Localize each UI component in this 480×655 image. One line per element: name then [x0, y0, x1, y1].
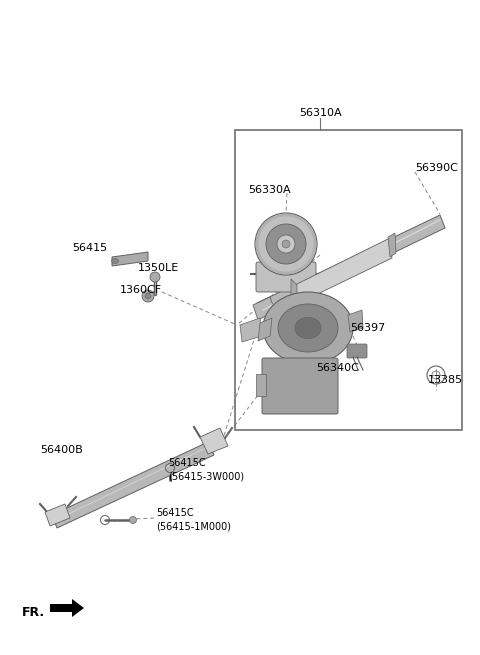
- Ellipse shape: [130, 517, 136, 523]
- Ellipse shape: [266, 224, 306, 264]
- Text: FR.: FR.: [22, 605, 45, 618]
- Polygon shape: [253, 297, 275, 320]
- Polygon shape: [291, 279, 297, 304]
- Polygon shape: [258, 318, 272, 341]
- Text: 56415: 56415: [72, 243, 107, 253]
- Polygon shape: [45, 504, 70, 526]
- Polygon shape: [348, 310, 363, 332]
- FancyBboxPatch shape: [347, 344, 367, 358]
- Polygon shape: [200, 428, 228, 454]
- Polygon shape: [388, 233, 396, 257]
- Text: 56310A: 56310A: [299, 108, 341, 118]
- Text: 1360CF: 1360CF: [120, 285, 162, 295]
- Polygon shape: [50, 604, 72, 612]
- Text: 56390C: 56390C: [415, 163, 458, 173]
- Text: 56330A: 56330A: [248, 185, 290, 195]
- Ellipse shape: [282, 240, 290, 248]
- Polygon shape: [112, 252, 148, 266]
- Bar: [235, 130, 462, 430]
- Polygon shape: [257, 215, 445, 316]
- Ellipse shape: [295, 318, 321, 339]
- Text: 56340C: 56340C: [316, 363, 359, 373]
- Polygon shape: [295, 238, 392, 304]
- Text: 56415C
(56415-3W000): 56415C (56415-3W000): [168, 458, 244, 481]
- Text: 56415C
(56415-1M000): 56415C (56415-1M000): [156, 508, 231, 532]
- Text: 13385: 13385: [428, 375, 463, 385]
- Text: 1350LE: 1350LE: [138, 263, 179, 273]
- FancyBboxPatch shape: [256, 262, 316, 292]
- Polygon shape: [52, 442, 214, 528]
- Polygon shape: [240, 318, 262, 342]
- Ellipse shape: [278, 304, 338, 352]
- Bar: [256, 374, 266, 396]
- Text: 56400B: 56400B: [40, 445, 83, 455]
- Ellipse shape: [142, 290, 154, 302]
- Ellipse shape: [255, 213, 317, 275]
- Ellipse shape: [145, 293, 151, 299]
- Ellipse shape: [277, 235, 295, 253]
- Polygon shape: [72, 599, 84, 617]
- Ellipse shape: [263, 292, 353, 364]
- Ellipse shape: [150, 272, 160, 282]
- FancyBboxPatch shape: [262, 358, 338, 414]
- Text: 56397: 56397: [350, 323, 385, 333]
- Ellipse shape: [111, 259, 119, 263]
